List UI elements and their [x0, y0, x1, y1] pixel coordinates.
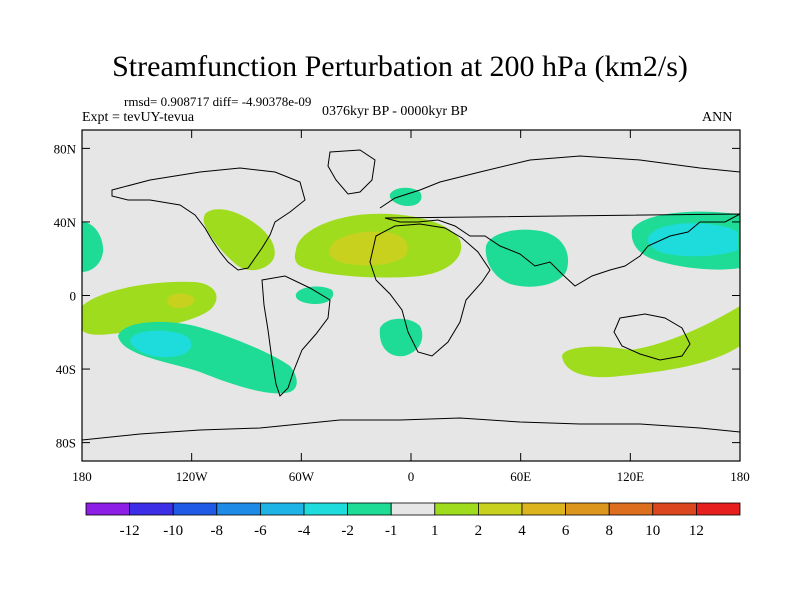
colorbar-label: 2	[475, 523, 483, 539]
colorbar-label: 10	[645, 523, 660, 539]
season-label: ANN	[702, 110, 733, 125]
colorbar-swatch	[477, 502, 523, 516]
colorbar-swatch	[259, 502, 305, 516]
contour-region	[485, 229, 569, 287]
colorbar-swatch	[521, 502, 566, 516]
contour-region	[130, 330, 192, 358]
colorbar-label: 8	[605, 523, 613, 539]
colorbar-swatch	[696, 502, 741, 516]
colorbar-label: -8	[211, 523, 224, 539]
map-title: Streamfunction Perturbation at 200 hPa (…	[112, 50, 688, 83]
y-tick-label: 40S	[56, 362, 76, 377]
period-label: 0376kyr BP - 0000kyr BP	[322, 104, 468, 119]
colorbar-swatch	[434, 502, 479, 516]
stats-label: rmsd= 0.908717 diff= -4.90378e-09	[124, 94, 312, 109]
x-tick-label: 180	[72, 469, 92, 484]
contour-region	[562, 306, 740, 378]
colorbar-swatch	[85, 502, 130, 516]
coastline-australia	[613, 313, 691, 361]
colorbar-label: -10	[163, 523, 183, 539]
contour-region	[82, 222, 104, 272]
map-ticks: 180 120W 60W 0 60E 120E 180 80N 40N 0 40S 80S	[54, 130, 750, 484]
x-tick-label: 0	[408, 469, 415, 484]
colorbar-swatch	[129, 502, 174, 516]
contour-region	[167, 293, 195, 308]
y-tick-label: 40N	[54, 215, 77, 230]
colorbar-label: -4	[298, 523, 311, 539]
coastline-greenland	[327, 149, 376, 195]
y-tick-label: 80S	[56, 436, 76, 451]
coastline-antarctica	[82, 417, 740, 441]
colorbar-label: 4	[518, 523, 526, 539]
colorbar-swatch	[652, 502, 697, 516]
coastline-north-america	[111, 167, 306, 271]
x-tick-label: 60W	[289, 469, 315, 484]
coastline-eurasia	[379, 155, 740, 287]
contour-region	[647, 223, 738, 257]
colorbar-label: -12	[120, 523, 140, 539]
colorbar-swatch	[565, 502, 610, 516]
colorbar-swatch	[172, 502, 218, 516]
x-tick-label: 60E	[510, 469, 531, 484]
colorbar-swatch	[608, 502, 654, 516]
experiment-label: Expt = tevUY-tevua	[82, 110, 195, 125]
contour-region	[329, 231, 408, 266]
colorbar-swatch	[216, 502, 261, 516]
coastline-africa	[369, 223, 491, 357]
colorbar-label: -6	[254, 523, 267, 539]
y-tick-label: 0	[70, 289, 77, 304]
colorbar-label: 6	[562, 523, 570, 539]
coastline-south-america	[261, 275, 331, 397]
y-tick-label: 80N	[54, 141, 77, 156]
x-tick-label: 120E	[617, 469, 645, 484]
colorbar-swatch	[303, 502, 348, 516]
colorbar-swatch	[390, 502, 436, 516]
x-tick-label: 180	[730, 469, 750, 484]
colorbar-label: -1	[385, 523, 398, 539]
x-tick-label: 120W	[176, 469, 209, 484]
coastlines	[82, 149, 740, 441]
contour-region	[295, 286, 334, 304]
colorbar-swatch	[347, 502, 392, 516]
colorbar: -12 -10 -8 -6 -4 -2 -1 1 2 4 6 8 10 12	[85, 502, 741, 539]
colorbar-label: 1	[431, 523, 439, 539]
contour-region	[379, 318, 423, 357]
colorbar-label: 12	[689, 523, 704, 539]
colorbar-label: -2	[341, 523, 354, 539]
